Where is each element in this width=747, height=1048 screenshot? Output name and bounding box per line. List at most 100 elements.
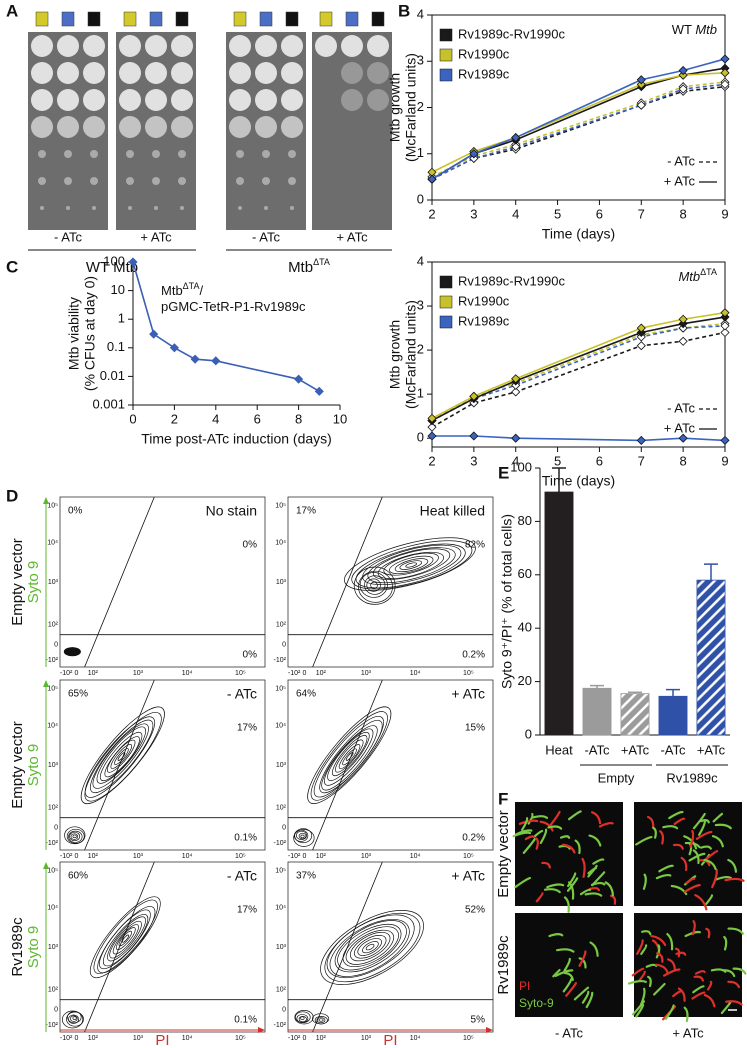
- colony-spot: [38, 150, 46, 158]
- plate: [312, 32, 392, 230]
- flow-plot-frame: [287, 679, 494, 851]
- colony-spot: [281, 116, 303, 138]
- data-point: [211, 356, 221, 366]
- bacterium: [674, 947, 681, 958]
- axis-label: Syto 9: [25, 926, 42, 969]
- bacterium: [656, 952, 664, 963]
- annotation-part: ΔTA: [700, 267, 717, 277]
- bacterium: [672, 843, 684, 850]
- colony-spot: [171, 62, 193, 84]
- y-tick-label: 20: [518, 673, 532, 688]
- plot-frame: [431, 14, 726, 201]
- data-point: [678, 336, 688, 346]
- bacterium: [512, 831, 532, 838]
- x-tick-label: 10⁵: [463, 853, 474, 860]
- y-tick-label: 0: [54, 825, 58, 832]
- contour: [307, 706, 392, 804]
- contour: [353, 935, 387, 959]
- colony-spot: [83, 89, 105, 111]
- series-line: [432, 435, 726, 442]
- y-tick-label: 10²: [48, 986, 59, 993]
- x-tick-label: 8: [680, 453, 687, 468]
- y-tick-label: 100: [103, 253, 125, 268]
- y-tick-label: 10²: [48, 804, 59, 811]
- y-tick-label: 3: [417, 53, 424, 68]
- contour: [84, 716, 156, 798]
- colony-spot: [262, 150, 270, 158]
- bacterium: [720, 1001, 732, 1015]
- contour: [122, 934, 130, 943]
- y-tick-label: 10⁵: [275, 502, 286, 509]
- bacterium: [691, 991, 706, 1000]
- gate-line: [312, 679, 383, 851]
- bacterium: [714, 823, 732, 830]
- data-point: [678, 65, 688, 76]
- contour: [355, 543, 466, 589]
- bacterium: [631, 967, 645, 977]
- bacterium: [662, 968, 681, 977]
- colony-spot: [145, 35, 167, 57]
- bacterium: [632, 1000, 645, 1016]
- x-axis-label: Time post-ATc induction (days): [141, 431, 332, 447]
- bacterium: [588, 886, 601, 892]
- annotation-part: WT: [672, 22, 696, 37]
- annotation: WT Mtb: [672, 22, 717, 37]
- x-tick-label: 2: [428, 206, 435, 221]
- bacterium: [714, 875, 732, 881]
- data-point: [678, 84, 688, 94]
- colony-spot: [262, 177, 270, 185]
- data-point: [469, 431, 479, 441]
- strain-swatch: [345, 11, 359, 27]
- bar: [544, 491, 574, 736]
- flow-plot-frame: [59, 861, 266, 1033]
- contour: [342, 748, 357, 766]
- x-tick-label: +ATc: [697, 742, 726, 757]
- data-point: [720, 327, 730, 338]
- quadrant-value: 15%: [465, 723, 485, 734]
- contour: [66, 1011, 84, 1027]
- legend-swatch: [439, 68, 453, 82]
- bacterium: [650, 934, 667, 947]
- y-tick-label: 10⁵: [47, 685, 58, 692]
- style-legend-label: - ATc: [667, 153, 695, 168]
- contour: [300, 1016, 305, 1020]
- x-tick-label: -10²: [288, 1035, 301, 1042]
- contour: [367, 547, 456, 584]
- axis-label: Syto 9: [25, 744, 42, 787]
- contour: [351, 540, 473, 590]
- x-tick-label: 0: [74, 670, 78, 677]
- data-point: [169, 343, 179, 353]
- strain-swatch: [175, 11, 189, 27]
- bacterium: [554, 969, 574, 977]
- y-tick-label: 3: [417, 297, 424, 312]
- colony-spot: [281, 89, 303, 111]
- data-point: [720, 68, 730, 78]
- legend-swatch: [439, 275, 453, 289]
- bar: [620, 693, 650, 736]
- arrow-head: [486, 1027, 493, 1033]
- series-line: [431, 331, 726, 428]
- bacterium: [727, 858, 738, 873]
- bacterium: [655, 873, 672, 880]
- x-tick-label: 2: [428, 453, 435, 468]
- bacterium: [704, 894, 714, 906]
- data-point: [636, 79, 646, 89]
- row-label: Empty vector: [9, 538, 26, 626]
- data-point: [720, 54, 730, 64]
- series-line: [132, 261, 320, 393]
- x-tick-label: Heat: [545, 742, 573, 757]
- bacterium: [652, 982, 666, 996]
- colony-spot: [57, 116, 79, 138]
- colony-spot: [178, 177, 186, 185]
- x-tick-label: 10⁵: [463, 670, 474, 677]
- annotation: pGMC-TetR-P1-Rv1989c: [161, 299, 306, 314]
- colony-spot: [229, 62, 251, 84]
- colony-spot: [290, 206, 294, 210]
- contour: [63, 647, 81, 657]
- quadrant-value: 17%: [237, 905, 257, 916]
- quadrant-value: 0.1%: [234, 1015, 257, 1026]
- panel-label: C: [6, 257, 18, 276]
- x-tick-label: -ATc: [584, 742, 610, 757]
- x-tick-label: 10²: [316, 670, 327, 677]
- colony-spot: [171, 89, 193, 111]
